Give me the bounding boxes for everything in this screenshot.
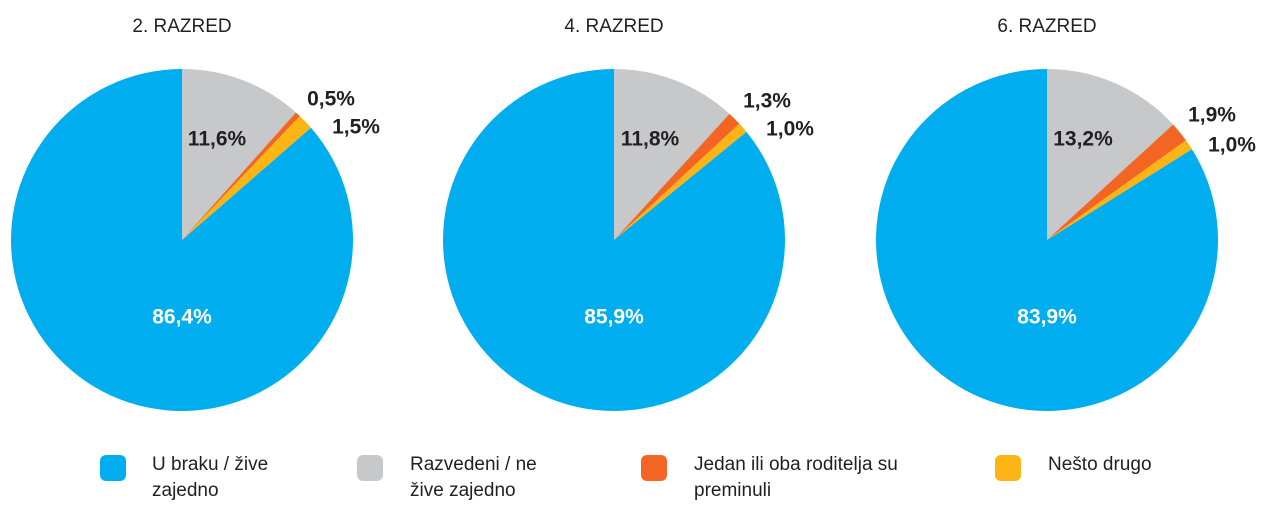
value-label: 0,5% bbox=[307, 88, 355, 111]
value-label: 1,9% bbox=[1188, 104, 1236, 127]
pie-slice bbox=[182, 69, 296, 240]
legend-swatch bbox=[357, 455, 383, 481]
pie-slice bbox=[182, 112, 300, 240]
legend-swatch bbox=[995, 455, 1021, 481]
pie-slice bbox=[182, 116, 311, 240]
value-label: 1,3% bbox=[743, 90, 791, 113]
pie-slice bbox=[1047, 124, 1186, 240]
legend-swatch bbox=[641, 455, 667, 481]
value-label: 1,0% bbox=[1208, 134, 1256, 157]
pie-slice bbox=[1047, 69, 1174, 240]
value-label: 11,8% bbox=[621, 128, 680, 151]
pie-slice bbox=[614, 69, 730, 240]
legend-label: Nešto drugo bbox=[1048, 454, 1152, 475]
legend-label: Jedan ili oba roditelja su preminuli bbox=[694, 454, 898, 501]
value-label: 1,0% bbox=[766, 118, 814, 141]
pie-slice bbox=[876, 69, 1218, 411]
pie-title: 4. RAZRED bbox=[564, 16, 663, 37]
legend-label: Razvedeni / ne žive zajedno bbox=[410, 454, 537, 501]
charts: 2. RAZRED 86,4% 11,6% 0,5% 1,5% 4. RAZRED 85,9… bbox=[11, 16, 1256, 411]
value-label: 83,9% bbox=[1017, 306, 1077, 329]
pie-slice bbox=[1047, 140, 1192, 240]
pie-slice bbox=[11, 69, 354, 411]
legend-swatch bbox=[100, 455, 126, 481]
legend-label: U braku / žive zajedno bbox=[152, 454, 269, 501]
value-label: 11,6% bbox=[188, 128, 247, 151]
pie-title: 2. RAZRED bbox=[132, 16, 231, 37]
value-label: 85,9% bbox=[584, 306, 644, 329]
value-label: 86,4% bbox=[152, 306, 212, 329]
pie-slice bbox=[614, 123, 747, 240]
value-label: 13,2% bbox=[1053, 128, 1113, 151]
pie-title: 6. RAZRED bbox=[997, 16, 1096, 37]
pie-slice bbox=[614, 113, 740, 240]
value-label: 1,5% bbox=[332, 116, 380, 139]
pie-slice bbox=[442, 69, 785, 411]
